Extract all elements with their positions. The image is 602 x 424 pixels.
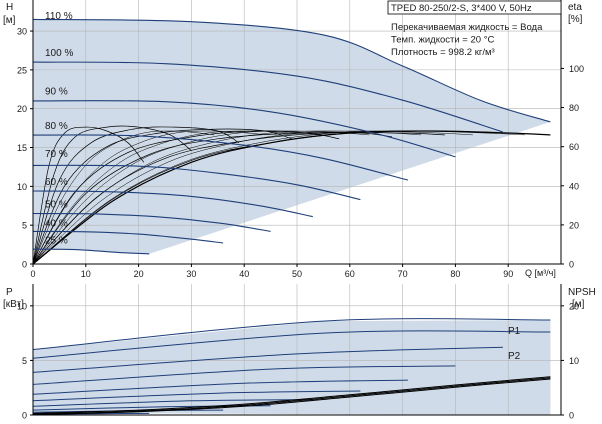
x-tick-label: 50: [292, 269, 302, 279]
y-tick-label: 5: [22, 356, 27, 366]
power-curve: [32, 346, 503, 373]
eta-curve: [32, 130, 370, 265]
speed-label: 90 %: [45, 86, 68, 97]
x-tick-label: 60: [345, 269, 355, 279]
eta-curve: [32, 132, 445, 265]
speed-label: 70 %: [45, 149, 68, 160]
y-axis-unit: [кВт]: [3, 299, 24, 310]
y-axis-label: P: [6, 287, 13, 298]
x-tick-label: 70: [398, 269, 408, 279]
speed-label: 60 %: [45, 177, 68, 188]
head-efficiency-panel: 110 % 100 % 90 % 80 % 70 % 60 % 50 % 40 % 25 % 0 1…: [3, 0, 584, 279]
head-curve: [32, 248, 150, 255]
eta-curve: [32, 130, 473, 265]
eta-curve: [32, 130, 215, 265]
y-tick-label: 15: [17, 143, 27, 153]
y2-tick-label: 80: [569, 103, 579, 113]
eta-curve: [32, 130, 340, 265]
x-tick-label: 0: [30, 269, 35, 279]
y-tick-label: 25: [17, 65, 27, 75]
y2-tick-label: 10: [569, 356, 579, 366]
x-tick-label: 20: [134, 269, 144, 279]
head-curve: [32, 134, 409, 181]
x-tick-label: 90: [503, 269, 513, 279]
p2-label: P2: [508, 351, 521, 362]
y2-tick-label: 40: [569, 181, 579, 191]
fluid-info: Перекачиваемая жидкость = Вода: [391, 22, 543, 33]
fluid-info: Плотность = 998.2 кг/м³: [391, 47, 495, 58]
head-curve: [32, 18, 551, 123]
y2-tick-label: 0: [569, 260, 574, 270]
eta-curve: [32, 130, 266, 265]
head-curve: [32, 164, 361, 201]
speed-label: 110 %: [45, 11, 73, 22]
speed-label: 25 %: [45, 235, 68, 246]
y2-tick-label: 60: [569, 142, 579, 152]
y-tick-label: 10: [17, 182, 27, 192]
eta-curve: [32, 132, 393, 265]
y2-axis-label: eta: [568, 2, 582, 13]
power-npsh-panel: 0 5 10 0 10 20 P[кВт] NPSH[м] P1 P2: [3, 284, 596, 421]
power-curve: [32, 379, 408, 395]
y-tick-label: 0: [22, 260, 27, 270]
chart-title: TPED 80-250/2-S, 3*400 V, 50Hz: [391, 3, 532, 14]
power-curve: [32, 365, 456, 385]
eta-curve: [32, 130, 318, 265]
x-tick-label: 30: [186, 269, 196, 279]
y-tick-label: 10: [17, 301, 27, 311]
y-tick-label: 20: [17, 104, 27, 114]
npsh-curve: [32, 378, 551, 415]
y2-tick-label: 0: [569, 411, 574, 421]
eta-curve: [32, 125, 192, 265]
p1-label: P1: [508, 326, 521, 337]
y-tick-label: 0: [22, 411, 27, 421]
power-curve: [32, 330, 551, 359]
speed-label: 80 %: [45, 121, 68, 132]
y2-axis-unit: [м]: [572, 299, 585, 310]
x-axis-label: Q [м³/ч]: [525, 268, 556, 278]
y2-tick-label: 20: [569, 220, 579, 230]
speed-label: 50 %: [45, 200, 68, 211]
eta-curve: [32, 130, 525, 265]
y-tick-label: 5: [22, 221, 27, 231]
y-tick-label: 30: [17, 27, 27, 37]
x-tick-label: 10: [81, 269, 91, 279]
speed-label: 100 %: [45, 48, 73, 59]
title-box: [387, 0, 562, 15]
y2-tick-label: 20: [569, 301, 579, 311]
power-area: [33, 320, 551, 415]
y2-axis-label: NPSH: [568, 287, 596, 298]
fluid-info: Темп. жидкости = 20 °C: [391, 35, 494, 46]
x-tick-label: 80: [450, 269, 460, 279]
head-curve: [32, 100, 456, 158]
power-curve: [32, 390, 361, 402]
head-curve: [32, 230, 224, 244]
npsh-curve: [32, 376, 551, 414]
y-axis-label: H: [6, 2, 13, 13]
power-curve: [32, 318, 551, 350]
eta-curve: [32, 128, 292, 265]
head-curve: [32, 61, 504, 133]
head-curve: [32, 190, 313, 218]
speed-label: 40 %: [45, 218, 68, 229]
power-curve: [32, 399, 313, 407]
x-tick-label: 40: [239, 269, 249, 279]
y2-axis-unit: [%]: [568, 14, 583, 25]
eta-curve: [32, 126, 145, 265]
head-curve: [32, 212, 271, 232]
eta-curve: [32, 130, 422, 265]
y2-tick-label: 100: [569, 64, 584, 74]
operating-area: [33, 19, 551, 254]
y-axis-unit: [м]: [3, 15, 16, 26]
